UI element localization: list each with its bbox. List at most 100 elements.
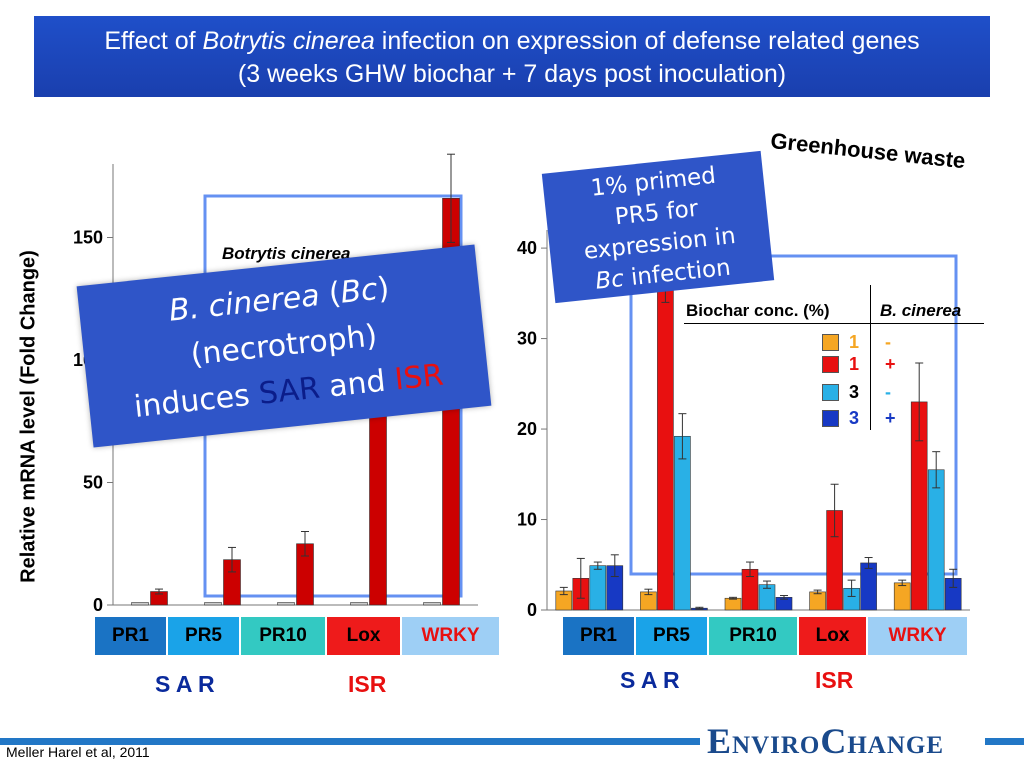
bar xyxy=(555,590,573,611)
bar xyxy=(423,602,441,606)
error-bar xyxy=(228,546,236,573)
error-bar xyxy=(898,579,907,587)
citation: Meller Harel et al, 2011 xyxy=(6,744,150,760)
bar xyxy=(758,584,776,611)
y-tick-label: 20 xyxy=(517,419,537,439)
gene-label-lox: Lox xyxy=(798,616,867,656)
bar xyxy=(843,587,860,611)
legend-header-rule xyxy=(684,323,984,324)
y-tick-label: 50 xyxy=(83,473,103,493)
legend-divider xyxy=(870,285,871,430)
bar xyxy=(657,274,674,611)
y-tick-label: 40 xyxy=(517,238,537,258)
bar xyxy=(809,591,826,611)
y-tick-label: 10 xyxy=(517,510,537,530)
legend-conc: 1 xyxy=(849,354,860,374)
legend-swatch xyxy=(822,410,839,427)
legend-conc: 3 xyxy=(849,408,860,428)
error-bar xyxy=(949,568,958,588)
error-bar xyxy=(678,413,687,460)
legend-bc-sign: - xyxy=(885,382,891,402)
error-bar xyxy=(610,554,619,578)
isr-label-left: ISR xyxy=(348,671,387,697)
legend-conc: 1 xyxy=(849,332,860,352)
bar xyxy=(775,597,793,611)
error-bar xyxy=(644,588,653,596)
y-tick-label: 0 xyxy=(527,600,537,620)
bar xyxy=(589,565,607,611)
bar xyxy=(150,591,168,606)
legend-header-bc: B. cinerea xyxy=(880,301,962,320)
bar xyxy=(606,565,624,611)
bar xyxy=(910,401,928,611)
error-bar xyxy=(746,561,754,578)
error-bar xyxy=(695,606,704,610)
sar-label-left: S A R xyxy=(155,671,215,697)
footer-rule-right xyxy=(985,738,1024,745)
error-bar xyxy=(915,362,924,442)
bar xyxy=(724,597,742,611)
bar xyxy=(277,602,295,606)
legend-bc-sign: - xyxy=(885,332,891,352)
gene-label-pr10: PR10 xyxy=(708,616,798,656)
error-bar xyxy=(847,579,856,597)
legend-row: 3 + xyxy=(822,408,896,429)
error-bar xyxy=(763,580,771,589)
error-bar xyxy=(301,531,309,557)
greenhouse-waste-label: Greenhouse waste xyxy=(769,128,967,174)
y-tick-label: 150 xyxy=(73,228,103,248)
error-bar xyxy=(559,586,568,596)
y-tick-label: 30 xyxy=(517,329,537,349)
error-bar xyxy=(447,153,455,243)
bar xyxy=(860,562,877,611)
envirochange-logo: EnviroChange xyxy=(707,721,945,761)
bar xyxy=(893,582,911,611)
legend-row: 1- xyxy=(822,332,891,353)
y-axis-label: Relative mRNA level (Fold Change) xyxy=(17,250,40,583)
bar xyxy=(296,543,314,606)
gene-label-pr1: PR1 xyxy=(562,616,635,656)
y-tick-label: 0 xyxy=(93,595,103,615)
gene-label-wrky: WRKY xyxy=(401,616,500,656)
bar xyxy=(350,602,368,606)
error-bar xyxy=(864,557,873,569)
bar xyxy=(691,607,708,611)
bar xyxy=(572,578,590,611)
isr-label-right: ISR xyxy=(815,667,854,693)
legend-header-conc: Biochar conc. (%) xyxy=(686,301,830,320)
legend-swatch xyxy=(822,334,839,351)
bar xyxy=(640,591,657,611)
title-banner: Effect of Botrytis cinerea infection on … xyxy=(34,16,990,97)
footer-rule xyxy=(0,738,700,745)
bar xyxy=(927,469,945,611)
bar xyxy=(944,578,962,611)
gene-label-wrky: WRKY xyxy=(867,616,968,656)
error-bar xyxy=(780,595,788,600)
gene-label-pr10: PR10 xyxy=(240,616,326,656)
error-bar xyxy=(576,557,585,599)
bar xyxy=(826,510,843,611)
legend-conc: 3 xyxy=(849,382,860,402)
legend-bc-sign: + xyxy=(885,354,896,374)
error-bar xyxy=(932,451,941,489)
legend-swatch xyxy=(822,384,839,401)
error-bar xyxy=(813,589,822,595)
necrotroph-callout: B. cinerea (Bc) (necrotroph) induces SAR… xyxy=(76,244,492,448)
error-bar xyxy=(830,483,839,538)
bar xyxy=(674,435,691,611)
gene-label-pr1: PR1 xyxy=(94,616,167,656)
legend-row: 3- xyxy=(822,382,891,403)
legend-row: 1 + xyxy=(822,354,896,375)
bar xyxy=(204,602,222,606)
error-bar xyxy=(593,561,602,570)
left-legend-title: Botrytis cinerea xyxy=(222,244,351,263)
legend-bc-sign: + xyxy=(885,408,896,428)
bar xyxy=(741,568,759,611)
primed-pr5-callout: 1% primed PR5 for expression in Bc infec… xyxy=(541,150,775,304)
legend-swatch xyxy=(822,356,839,373)
sar-label-right: S A R xyxy=(620,667,680,693)
title-line-1: Effect of Botrytis cinerea infection on … xyxy=(104,27,920,55)
gene-label-pr5: PR5 xyxy=(167,616,240,656)
bar xyxy=(131,602,149,606)
bar xyxy=(223,559,241,606)
